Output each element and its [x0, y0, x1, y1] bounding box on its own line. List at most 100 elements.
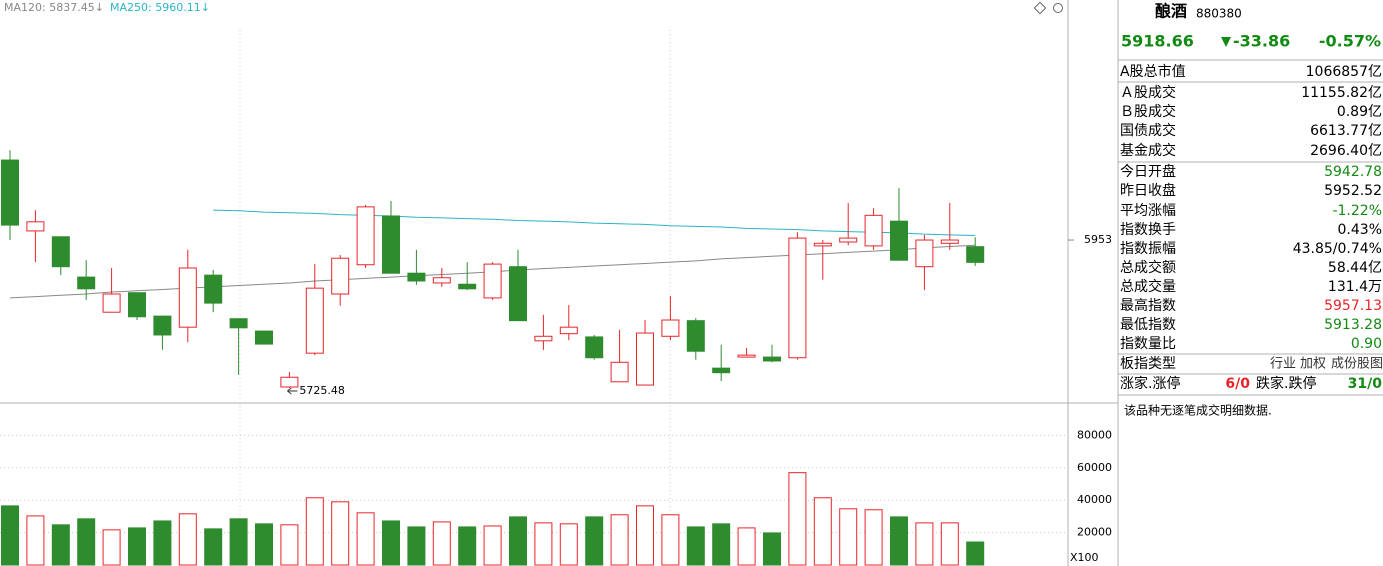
- volume-bar: [356, 512, 375, 566]
- row-value: 1066857亿: [1306, 64, 1382, 80]
- row-label: 最低指数: [1120, 317, 1176, 333]
- volume-bar: [153, 520, 172, 566]
- candle-body: [890, 220, 908, 261]
- up-label: 涨家.涨停: [1120, 375, 1180, 392]
- volume-bar: [305, 497, 324, 566]
- candle-body: [26, 221, 45, 232]
- circle-icon[interactable]: [1053, 3, 1063, 13]
- y-tick-label: 5953: [1084, 233, 1112, 246]
- candle-body: [534, 335, 553, 342]
- volume-bar: [661, 514, 680, 566]
- candle-body: [229, 318, 248, 329]
- candle-body: [1, 159, 19, 226]
- row-label: 国债成交: [1120, 122, 1176, 139]
- volume-bar: [788, 472, 807, 566]
- row-value: 5942.78: [1324, 164, 1382, 180]
- type-option[interactable]: 行业: [1270, 357, 1296, 372]
- row-label: 指数换手: [1120, 221, 1176, 238]
- row-value: 43.85/0.74%: [1293, 241, 1382, 257]
- legend-entry: MA120: 5837.45↓: [4, 1, 104, 14]
- up-value: 6/0: [1225, 376, 1250, 392]
- row-value: 5952.52: [1324, 183, 1382, 199]
- row-value: 0.89亿: [1337, 104, 1382, 120]
- volume-bar: [737, 527, 756, 566]
- volume-bar: [229, 518, 248, 566]
- row-label: 今日开盘: [1120, 163, 1176, 180]
- type-option[interactable]: 成份股图: [1331, 357, 1383, 372]
- price-change: -33.86: [1233, 32, 1290, 51]
- volume-bar: [51, 524, 70, 566]
- candle-body: [712, 367, 731, 374]
- volume-bar: [26, 515, 45, 566]
- candle-body: [940, 239, 959, 244]
- candle-body: [661, 319, 680, 337]
- y-tick-label: 80000: [1077, 428, 1112, 441]
- volume-bar: [839, 508, 858, 566]
- candle-body: [559, 326, 578, 335]
- row-value: 6613.77亿: [1310, 123, 1382, 139]
- row-label: 平均涨幅: [1120, 203, 1176, 219]
- candle-body: [77, 276, 96, 290]
- type-option[interactable]: 加权: [1300, 356, 1326, 372]
- row-value: 58.44亿: [1328, 260, 1382, 276]
- candle-body: [839, 237, 858, 243]
- volume-bar: [382, 520, 400, 566]
- candle-body: [102, 293, 121, 313]
- ma-line: [213, 209, 976, 236]
- volume-bar: [610, 514, 629, 566]
- candle-body: [458, 283, 477, 290]
- volume-bar: [1, 505, 19, 566]
- volume-bar: [585, 516, 604, 566]
- diamond-icon[interactable]: [1033, 1, 1047, 15]
- candle-body: [280, 376, 299, 388]
- candle-body: [407, 272, 426, 282]
- candle-body: [204, 274, 223, 304]
- row-label: Ｂ股成交: [1120, 103, 1176, 120]
- note: 该品种无逐笔成交明细数据.: [1124, 403, 1272, 418]
- row-label: 昨日收盘: [1120, 182, 1176, 199]
- candle-body: [788, 237, 807, 359]
- candle-body: [737, 354, 756, 358]
- row-label: 指数量比: [1120, 336, 1176, 352]
- index-name: 酿酒: [1155, 2, 1187, 21]
- candle-body: [382, 215, 400, 274]
- down-triangle: [1221, 37, 1231, 47]
- row-value: 11155.82亿: [1301, 85, 1382, 101]
- volume-bar: [966, 541, 985, 566]
- candle-body: [153, 315, 172, 336]
- last-price: 5918.66: [1121, 32, 1194, 51]
- candle-body: [305, 287, 324, 354]
- row-value: 2696.40亿: [1310, 143, 1382, 159]
- y-tick-label: 60000: [1077, 461, 1112, 474]
- row-label: 指数振幅: [1120, 241, 1176, 257]
- candle-body: [585, 336, 604, 359]
- candle-body: [356, 206, 375, 266]
- candle-body: [966, 246, 985, 263]
- row-label: A股总市值: [1120, 63, 1186, 80]
- volume-bar: [178, 513, 197, 566]
- volume-bar: [864, 509, 883, 566]
- candle-body: [813, 242, 832, 247]
- candle-body: [915, 239, 934, 268]
- candle-body: [483, 263, 502, 299]
- low-annotation: 5725.48: [299, 384, 345, 397]
- volume-bar: [77, 518, 96, 566]
- volume-bar: [331, 501, 350, 566]
- candle-body: [610, 361, 629, 383]
- candle-body: [509, 266, 527, 322]
- volume-bar: [686, 526, 705, 566]
- volume-bar: [915, 522, 934, 566]
- volume-bar: [712, 523, 731, 566]
- row-label: Ａ股成交: [1120, 84, 1176, 101]
- candle-body: [686, 320, 705, 352]
- candle-body: [763, 356, 781, 362]
- volume-bar: [483, 525, 502, 566]
- volume-bar: [432, 521, 451, 566]
- candle-body: [636, 332, 654, 386]
- volume-bar: [128, 527, 146, 566]
- volume-bar: [407, 526, 426, 566]
- candle-body: [51, 236, 70, 268]
- change-pct: -0.57%: [1319, 32, 1381, 51]
- row-value: 5957.13: [1324, 298, 1382, 314]
